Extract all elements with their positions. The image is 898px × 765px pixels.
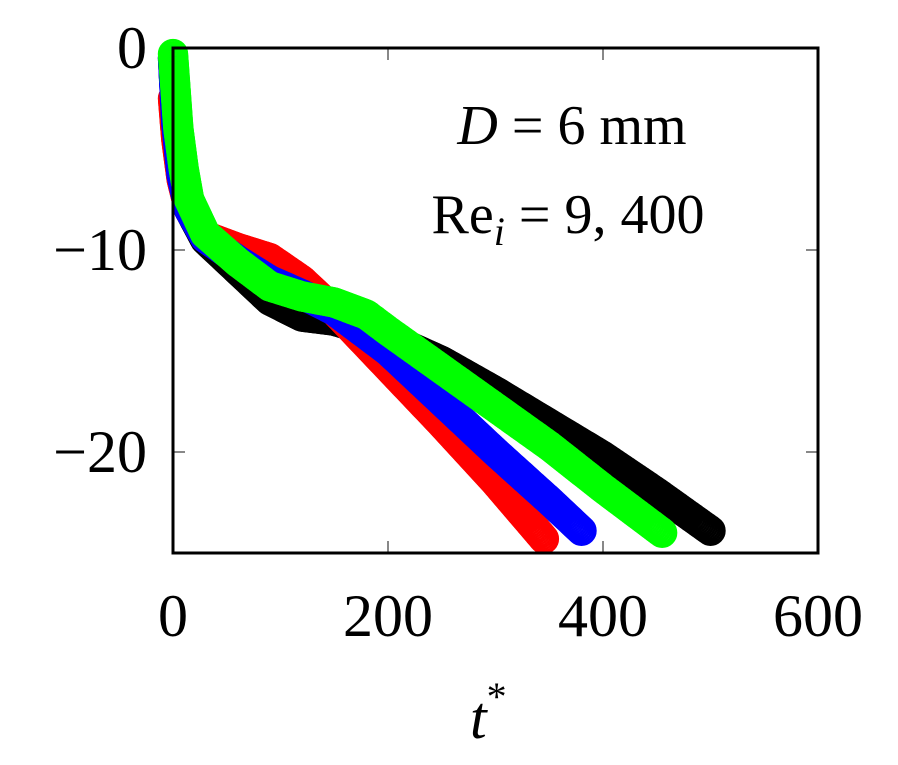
data-point bbox=[527, 522, 558, 553]
data-point bbox=[559, 509, 591, 540]
data-point bbox=[645, 516, 676, 547]
data-point bbox=[520, 513, 551, 545]
tick-labels: 0 200 400 600 0 −10 −20 bbox=[53, 15, 863, 649]
data-point bbox=[641, 513, 673, 545]
data-point bbox=[564, 514, 596, 545]
x-tick-label: 0 bbox=[158, 583, 188, 649]
annotation-reynolds-value: = 9, 400 bbox=[505, 184, 705, 246]
data-point bbox=[555, 504, 586, 536]
data-point bbox=[558, 508, 589, 539]
data-point bbox=[561, 511, 592, 542]
annotation-reynolds-sub: i bbox=[494, 209, 505, 254]
data-point bbox=[563, 512, 594, 543]
data-point bbox=[695, 515, 726, 546]
data-point bbox=[556, 506, 588, 537]
data-point bbox=[646, 517, 678, 548]
data-point bbox=[522, 517, 554, 548]
data-point bbox=[638, 511, 669, 542]
x-axis-label-main: t bbox=[470, 685, 488, 751]
data-point bbox=[525, 520, 557, 551]
annotation-diameter-value: = 6 mm bbox=[498, 95, 687, 157]
data-point bbox=[518, 512, 550, 543]
data-point bbox=[639, 512, 671, 543]
data-point bbox=[521, 515, 552, 546]
x-tick-label: 400 bbox=[558, 583, 648, 649]
data-marks bbox=[157, 38, 726, 555]
data-point bbox=[524, 518, 555, 550]
annotation-diameter: D = 6 mm bbox=[456, 95, 686, 157]
data-point bbox=[566, 515, 597, 546]
annotation-reynolds: Rei = 9, 400 bbox=[432, 184, 705, 254]
x-axis-label-sup: * bbox=[487, 674, 507, 719]
annotation-diameter-var: D bbox=[456, 95, 497, 157]
x-tick-label: 200 bbox=[343, 583, 433, 649]
y-tick-label: 0 bbox=[117, 15, 147, 81]
annotation-reynolds-var: Re bbox=[432, 184, 494, 246]
plot-frame bbox=[171, 46, 820, 555]
series-3 bbox=[157, 38, 678, 548]
x-tick-label: 600 bbox=[773, 583, 863, 649]
y-tick-label: −10 bbox=[53, 217, 147, 283]
x-axis-label: t* bbox=[470, 674, 507, 751]
y-tick-label: −20 bbox=[53, 419, 147, 485]
